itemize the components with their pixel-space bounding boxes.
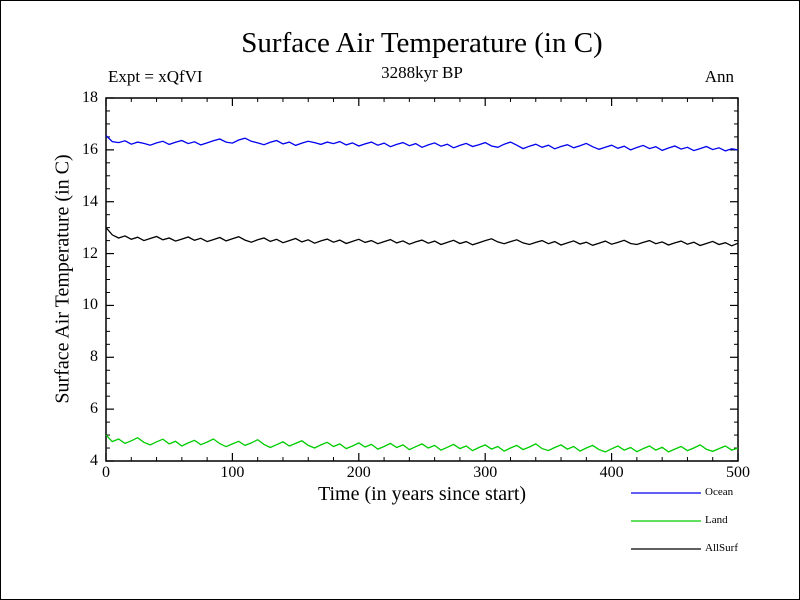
- legend-label-ocean: Ocean: [705, 486, 734, 498]
- chart-title: Surface Air Temperature (in C): [241, 27, 603, 59]
- y-tick-label: 10: [82, 296, 98, 314]
- x-tick-label: 0: [102, 464, 110, 481]
- legend-label-land: Land: [705, 514, 728, 526]
- x-axis-title: Time (in years since start): [317, 483, 527, 505]
- y-tick-label: 16: [82, 140, 98, 158]
- x-tick-label: 400: [599, 464, 624, 481]
- period-label: Ann: [704, 67, 734, 86]
- y-tick-label: 4: [90, 452, 98, 469]
- series-line-allsurf: [105, 227, 739, 247]
- x-tick-label: 100: [220, 464, 245, 481]
- series-line-ocean: [105, 135, 739, 152]
- x-tick-label: 300: [473, 464, 498, 481]
- legend-label-allsurf: AllSurf: [705, 542, 738, 554]
- experiment-label: Expt = xQfVI: [108, 67, 203, 86]
- series-line-land: [105, 434, 739, 453]
- y-tick-label: 18: [82, 89, 98, 106]
- time-bp-label: 3288kyr BP: [381, 63, 463, 82]
- y-tick-label: 12: [82, 244, 98, 262]
- y-tick-label: 6: [90, 400, 98, 418]
- y-tick-label: 8: [90, 348, 98, 366]
- x-tick-label: 500: [726, 464, 750, 481]
- x-tick-label: 200: [346, 464, 371, 481]
- y-tick-label: 14: [82, 192, 98, 210]
- plot-frame: [105, 97, 739, 462]
